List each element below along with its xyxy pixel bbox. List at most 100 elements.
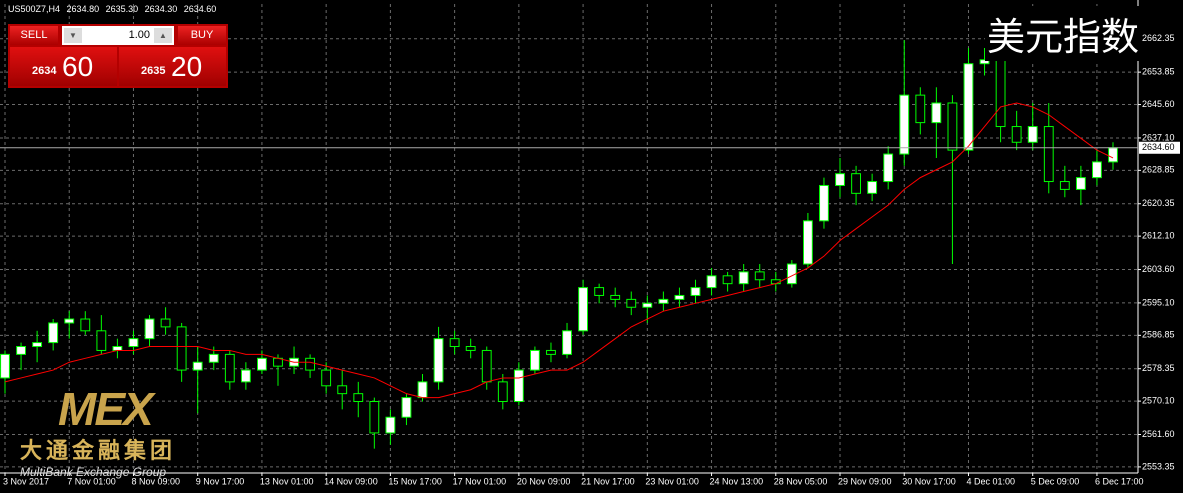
candle-body [1075,177,1086,190]
candle-body [128,338,139,348]
buy-price-main: 2635 [141,65,166,77]
candle-body [529,349,540,371]
buy-price[interactable]: 2635 20 [119,47,226,86]
buy-price-pips: 20 [171,51,203,82]
x-tick-label: 13 Nov 01:00 [260,476,314,486]
sell-price[interactable]: 2634 60 [10,47,117,86]
candle-body [546,349,556,355]
candle-body [658,298,669,304]
candle-body [481,349,492,383]
x-tick-label: 5 Dec 09:00 [1031,476,1080,486]
sell-price-main: 2634 [32,65,57,77]
candle-body [337,385,348,395]
y-tick-label: 2561.60 [1142,429,1175,439]
candle-body [1011,126,1022,143]
candle-body [96,330,107,351]
candle-body [32,342,43,348]
x-tick-label: 8 Nov 09:00 [131,476,180,486]
candle-body [690,287,701,296]
y-tick-label: 2653.85 [1142,67,1175,77]
x-tick-label: 14 Nov 09:00 [324,476,378,486]
y-tick-label: 2586.85 [1142,330,1175,340]
candle-body [240,369,251,383]
trade-panel: SELL ▼ 1.00 ▲ BUY 2634 60 2635 20 [8,24,228,88]
candle-body [449,338,460,348]
candle-body [64,318,75,324]
x-tick-label: 21 Nov 17:00 [581,476,635,486]
y-tick-label: 2645.60 [1142,99,1175,109]
candle-body [16,346,26,355]
candle-body [947,102,958,151]
candle-body [401,397,412,418]
x-tick-label: 29 Nov 09:00 [838,476,892,486]
buy-button[interactable]: BUY [178,26,226,45]
candle-body [433,338,444,383]
lot-field[interactable]: ▼ 1.00 ▲ [62,26,174,45]
candle-body [819,184,829,222]
logo-name-cn: 大通金融集团 [20,438,177,463]
lot-up[interactable]: ▲ [154,28,172,43]
x-tick-label: 7 Nov 01:00 [67,476,116,486]
candle-body [1092,161,1102,179]
header-value: 2634.30 [144,4,178,14]
candle-body [369,401,380,434]
candle-body [48,322,59,344]
y-tick-label: 2628.85 [1142,165,1175,175]
y-tick-label: 2662.35 [1142,33,1175,43]
candle-body [931,102,942,124]
x-tick-label: 15 Nov 17:00 [388,476,442,486]
y-tick-label: 2553.35 [1142,461,1175,471]
candle-body [835,173,845,186]
candle-body [1043,126,1054,183]
lot-down[interactable]: ▼ [64,28,82,43]
y-tick-label: 2612.10 [1142,231,1175,241]
candle-body [578,287,589,332]
last-price-box [1139,141,1180,154]
y-tick-label: 2570.10 [1142,395,1175,405]
candle-body [674,294,685,300]
lot-value: 1.00 [128,29,150,41]
candle-body [1027,126,1038,143]
candle-body [594,287,605,296]
candle-body [706,275,717,289]
candle-body [465,346,476,351]
x-tick-label: 28 Nov 05:00 [774,476,828,486]
candle-body [80,318,91,332]
candle-body [417,381,428,399]
candle-body [883,153,894,183]
candle-body [176,326,187,371]
candle-body [257,357,267,371]
candle-body [112,346,123,351]
logo-name-en: MultiBank Exchange Group [20,465,167,479]
sell-button[interactable]: SELL [10,26,58,45]
header-value: 2634.80 [66,4,100,14]
x-tick-label: 3 Nov 2017 [3,476,49,486]
symbol-header: US500Z7,H4 2634.80 2635.30 2634.30 2634.… [8,4,220,14]
y-tick-label: 2595.10 [1142,297,1175,307]
candle-body [305,357,316,371]
candle-body [738,271,749,285]
header-value: 2635.30 [105,4,139,14]
x-tick-label: 30 Nov 17:00 [902,476,956,486]
y-tick-label: 2603.60 [1142,264,1175,274]
candle-body [321,369,332,387]
x-tick-label: 6 Dec 17:00 [1095,476,1144,486]
candle-body [160,318,171,328]
candle-body [979,59,990,65]
candle-body [497,381,508,403]
candle-body [754,271,765,281]
candle-body [0,353,10,379]
x-tick-label: 17 Nov 01:00 [453,476,507,486]
symbol: US500Z7,H4 [8,4,61,14]
sell-price-pips: 60 [62,51,94,82]
moving-average [4,102,1114,399]
x-tick-label: 23 Nov 01:00 [645,476,699,486]
logo-mark: MEX [58,383,154,435]
candle-body [802,220,813,265]
x-tick-label: 20 Nov 09:00 [517,476,571,486]
candle-body [562,330,572,355]
x-tick-label: 9 Nov 17:00 [196,476,245,486]
candle-body [208,353,219,363]
candle-body [192,361,203,371]
